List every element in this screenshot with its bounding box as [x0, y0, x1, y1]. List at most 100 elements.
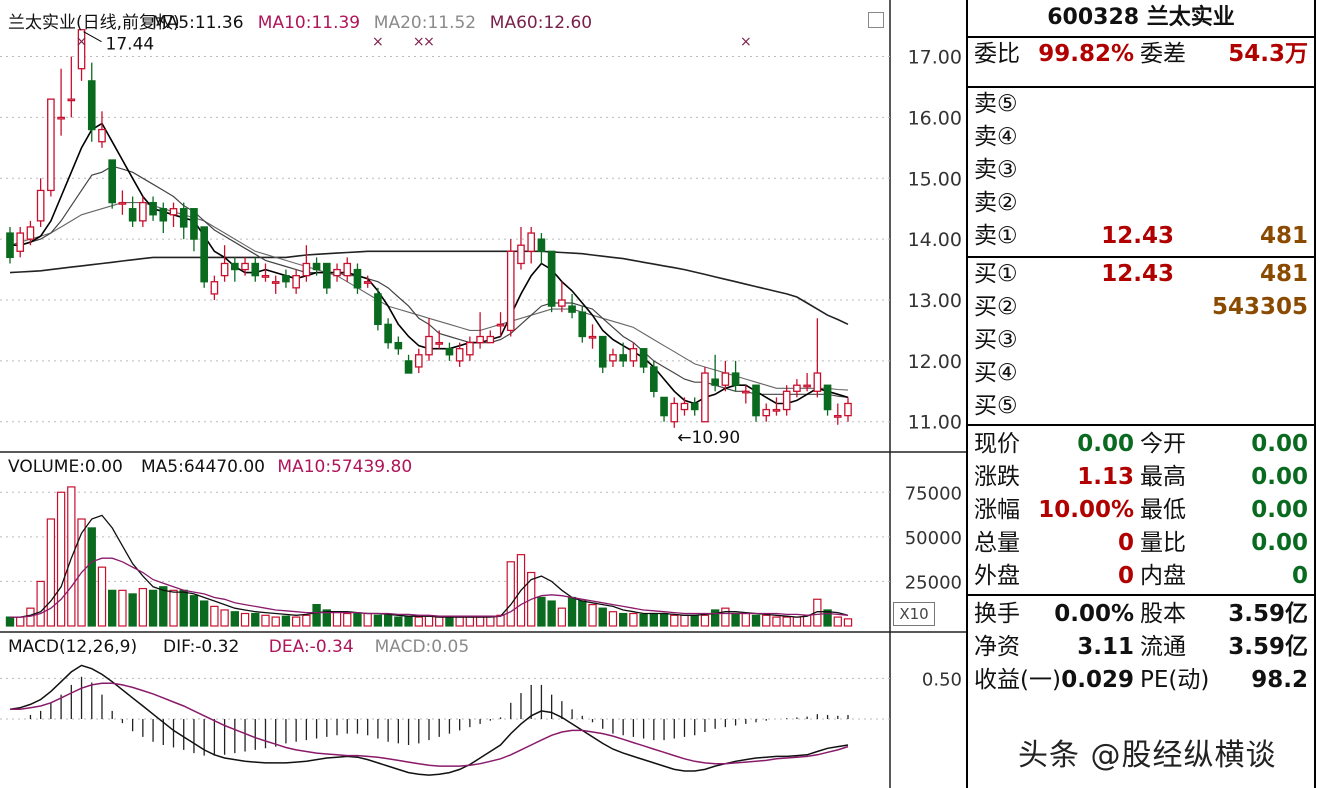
zoom-factor-label[interactable]: X10: [893, 602, 935, 626]
high-annotation: 17.44: [106, 35, 155, 55]
volume-bar: [435, 616, 444, 627]
volume-bar: [36, 580, 45, 627]
price-tick: 16.00: [908, 107, 962, 129]
stat-value: 0: [1291, 563, 1308, 589]
volume-bar: [741, 612, 750, 627]
volume-bar: [118, 589, 127, 627]
candle-body: [721, 372, 730, 386]
volume-bar: [128, 593, 137, 627]
stat-value: 0.00: [1251, 530, 1308, 556]
volume-bar: [588, 604, 597, 627]
quote-row: 总量 0 量比 0.00: [968, 527, 1314, 560]
stat-value: 0.00: [1251, 497, 1308, 523]
candle-body: [517, 244, 525, 265]
candle-body: [435, 341, 444, 345]
volume-bar: [618, 612, 628, 627]
price-tick: 17.00: [908, 47, 962, 69]
volume-bar: [424, 615, 434, 627]
quote-label: 收益(一): [974, 667, 1061, 693]
quote-panel: 600328 兰太实业 委比 99.82% 委差 54.3万 卖⑤ 卖④ 卖③ 卖② 卖…: [966, 0, 1316, 788]
candle-body: [363, 281, 372, 284]
candle-body: [271, 281, 280, 284]
quote-row: 净资 3.11 流通 3.59亿: [968, 631, 1314, 664]
quote-label: 卖⑤: [974, 91, 1018, 117]
quote-row: 买④: [968, 357, 1314, 390]
divider: [968, 256, 1314, 258]
stat-value: 0: [1117, 530, 1134, 556]
stat-value: 0.00: [1251, 464, 1308, 490]
volume-ma10-line: [10, 557, 849, 618]
stat-value: 3.11: [1077, 634, 1134, 660]
candle-body: [486, 335, 495, 344]
stat-value: 0.00%: [1054, 601, 1134, 627]
volume-bar: [199, 600, 209, 627]
volume-bar: [782, 616, 791, 627]
indicator-label: DIF:-0.32: [163, 637, 239, 657]
candle-body: [16, 232, 25, 252]
volume-bar: [343, 612, 352, 627]
volume-bar: [281, 615, 291, 627]
volume-bar: [567, 596, 577, 627]
candle-body: [374, 293, 382, 325]
indicator-label: MA5:11.36: [152, 13, 244, 33]
marker-x: ×: [372, 34, 384, 50]
quote-label: 总量: [974, 530, 1020, 556]
volume-bar: [179, 589, 188, 627]
price-tick: 13.00: [908, 290, 962, 312]
stat-value: 1.13: [1077, 464, 1134, 490]
candle-body: [803, 384, 811, 388]
volume-bar: [731, 612, 740, 627]
candle-body: [26, 226, 35, 240]
ratio-value: 99.82%: [1038, 41, 1134, 67]
volume-bars: [5, 486, 853, 627]
maximize-icon[interactable]: [868, 12, 884, 28]
stat-value: 3.59亿: [1228, 634, 1308, 660]
volume-bar: [189, 595, 199, 627]
candle-body: [394, 341, 403, 350]
candle-body: [139, 201, 147, 222]
quote-label: 卖③: [974, 157, 1018, 183]
candle-body: [506, 250, 515, 332]
candle-body: [547, 250, 556, 307]
macd-tick: 0.50: [922, 669, 962, 690]
stat-label: 最高: [1140, 464, 1186, 490]
volume-bar: [5, 616, 15, 627]
indicator-label: MA10:57439.80: [277, 457, 412, 477]
candle-body: [650, 366, 658, 392]
volume-bar: [46, 518, 56, 627]
candle-body: [701, 372, 709, 423]
quote-row: 卖④: [968, 121, 1314, 154]
candle-body: [639, 348, 648, 368]
volume-bar: [373, 614, 383, 627]
candle-body: [527, 232, 536, 252]
volume-bar: [445, 616, 454, 627]
marker-x: ×: [76, 34, 88, 50]
chart-area: 17.00 16.00 15.00 14.00 13.00 12.00 11.00 7500…: [0, 0, 966, 788]
quote-label: 涨跌: [974, 464, 1020, 490]
volume-bar: [639, 613, 648, 627]
divider: [968, 424, 1314, 426]
candle-body: [241, 262, 249, 271]
grid: [0, 0, 966, 788]
candle-body: [404, 360, 413, 374]
volume-bar: [56, 491, 66, 627]
indicator-label: MA10:11.39: [258, 13, 360, 33]
volume-bar: [261, 614, 270, 627]
volume-bar: [383, 614, 393, 627]
candle-body: [251, 262, 260, 277]
volume-bar: [578, 600, 587, 627]
volume-bar: [547, 600, 556, 627]
candle-body: [496, 323, 505, 327]
quote-row: 买① 12.43 481: [968, 258, 1314, 291]
quote-label: 买②: [974, 294, 1018, 320]
volume-bar: [833, 616, 842, 627]
stat-value: 0.00: [1077, 431, 1134, 457]
stock-header: 600328 兰太实业: [968, 0, 1314, 38]
volume-bar: [251, 612, 260, 627]
candle-body: [752, 384, 760, 417]
volume-bar: [169, 589, 178, 627]
pane-title: 兰太实业(日线,前复权): [8, 13, 180, 33]
candle-body: [384, 323, 392, 344]
candle-body: [108, 159, 117, 204]
